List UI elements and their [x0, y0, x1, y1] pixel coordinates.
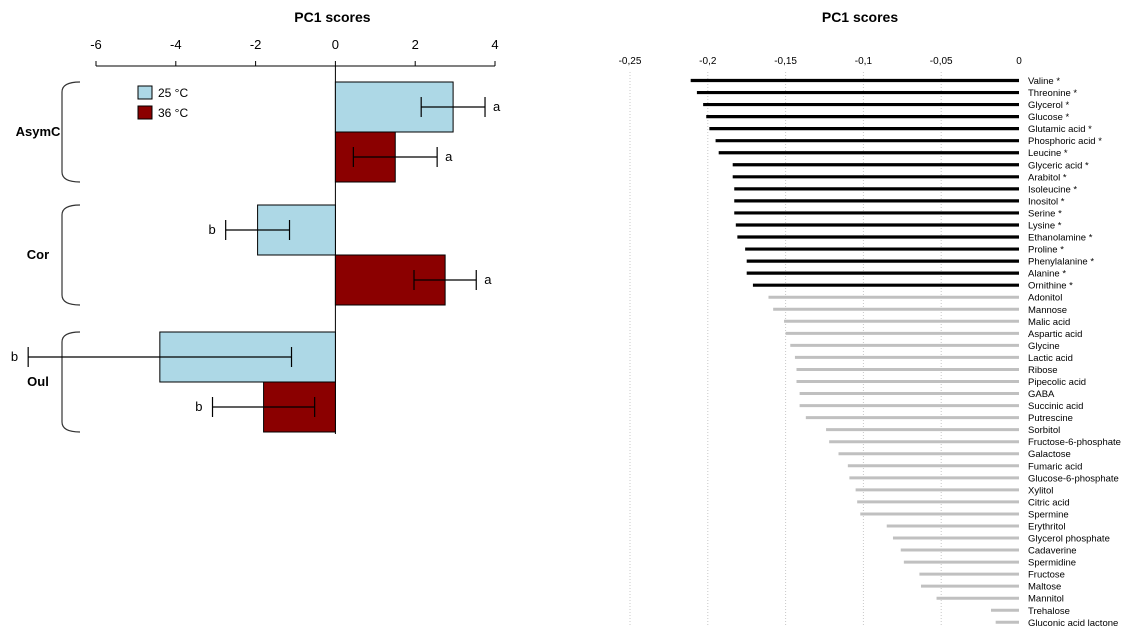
- metabolite-label: Aspartic acid: [1028, 329, 1082, 340]
- x-tick-label: 4: [491, 37, 498, 52]
- legend-swatch: [137, 85, 153, 100]
- x-tick-label: 2: [412, 37, 419, 52]
- metabolite-label: Trehalose: [1028, 606, 1070, 617]
- metabolite-label: Adonitol: [1028, 293, 1062, 304]
- group-label: AsymC: [16, 124, 61, 139]
- metabolite-label: Glucose-6-phosphate: [1028, 473, 1119, 484]
- metabolite-label: Glycine: [1028, 341, 1060, 352]
- metabolite-label: Malic acid: [1028, 317, 1070, 328]
- significance-letter: a: [445, 149, 453, 164]
- chart-title: PC1 scores: [822, 9, 898, 25]
- metabolite-label: Gluconic acid lactone: [1028, 618, 1118, 629]
- metabolite-label: GABA: [1028, 389, 1055, 400]
- metabolite-label: Glucose *: [1028, 112, 1069, 123]
- metabolite-label: Ribose: [1028, 365, 1058, 376]
- metabolite-label: Leucine *: [1028, 148, 1068, 159]
- significance-letter: b: [208, 222, 215, 237]
- x-tick-label: -0,1: [855, 56, 873, 67]
- metabolite-label: Lactic acid: [1028, 353, 1073, 364]
- x-tick-label: -0,05: [930, 56, 953, 67]
- metabolite-label: Phosphoric acid *: [1028, 136, 1102, 147]
- metabolite-label: Succinic acid: [1028, 401, 1083, 412]
- metabolite-label: Lysine *: [1028, 220, 1062, 231]
- metabolite-label: Maltose: [1028, 582, 1061, 593]
- metabolite-label: Putrescine: [1028, 413, 1073, 424]
- x-tick-label: 0: [1016, 56, 1022, 67]
- metabolite-label: Serine *: [1028, 208, 1062, 219]
- metabolite-label: Citric acid: [1028, 497, 1070, 508]
- x-tick-label: -6: [90, 37, 102, 52]
- metabolite-label: Inositol *: [1028, 196, 1065, 207]
- chart-title: PC1 scores: [294, 9, 370, 25]
- metabolite-label: Mannose: [1028, 305, 1067, 316]
- x-tick-label: -0,15: [774, 56, 797, 67]
- metabolite-label: Ornithine *: [1028, 281, 1073, 292]
- metabolite-label: Galactose: [1028, 449, 1071, 460]
- metabolite-label: Xylitol: [1028, 485, 1053, 496]
- right-chart: PC1 scores -0,25 -0,2 -0,15 -0,1 -0,05 0 Valine…: [619, 9, 1121, 629]
- metabolite-label: Spermine: [1028, 509, 1069, 520]
- group-label: Oul: [27, 374, 49, 389]
- significance-letter: a: [484, 272, 492, 287]
- metabolite-label: Sorbitol: [1028, 425, 1060, 436]
- metabolite-label: Valine *: [1028, 76, 1060, 87]
- significance-letter: a: [493, 99, 501, 114]
- metabolite-label: Ethanolamine *: [1028, 233, 1093, 244]
- x-tick-label: -0,25: [619, 56, 642, 67]
- x-tick-label: 0: [332, 37, 339, 52]
- legend-label: 36 °C: [158, 106, 188, 120]
- metabolite-label: Glyceric acid *: [1028, 160, 1089, 171]
- group-label: Cor: [27, 247, 49, 262]
- x-tick-label: -0,2: [699, 56, 717, 67]
- metabolite-label: Fructose-6-phosphate: [1028, 437, 1121, 448]
- group-bracket: [61, 81, 81, 183]
- metabolite-label: Proline *: [1028, 245, 1064, 256]
- legend-label: 25 °C: [158, 86, 188, 100]
- significance-letter: b: [195, 399, 202, 414]
- metabolite-label: Cadaverine: [1028, 546, 1077, 557]
- metabolite-label: Arabitol *: [1028, 172, 1067, 183]
- metabolite-label: Glutamic acid *: [1028, 124, 1092, 135]
- metabolite-label: Glycerol phosphate: [1028, 534, 1110, 545]
- metabolite-label: Spermidine: [1028, 558, 1076, 569]
- metabolite-label: Glycerol *: [1028, 100, 1069, 111]
- metabolite-label: Erythritol: [1028, 521, 1065, 532]
- metabolite-label: Phenylalanine *: [1028, 257, 1094, 268]
- metabolite-label: Threonine *: [1028, 88, 1077, 99]
- significance-letter: b: [11, 349, 18, 364]
- metabolite-label: Pipecolic acid: [1028, 377, 1086, 388]
- x-tick-label: -4: [170, 37, 182, 52]
- group-bracket: [61, 331, 81, 433]
- metabolite-label: Mannitol: [1028, 594, 1064, 605]
- metabolite-label: Isoleucine *: [1028, 184, 1077, 195]
- x-tick-label: -2: [250, 37, 262, 52]
- legend-swatch: [137, 105, 153, 120]
- group-bracket: [61, 204, 81, 306]
- metabolite-label: Fructose: [1028, 570, 1065, 581]
- metabolite-label: Alanine *: [1028, 269, 1066, 280]
- metabolite-label: Fumaric acid: [1028, 461, 1082, 472]
